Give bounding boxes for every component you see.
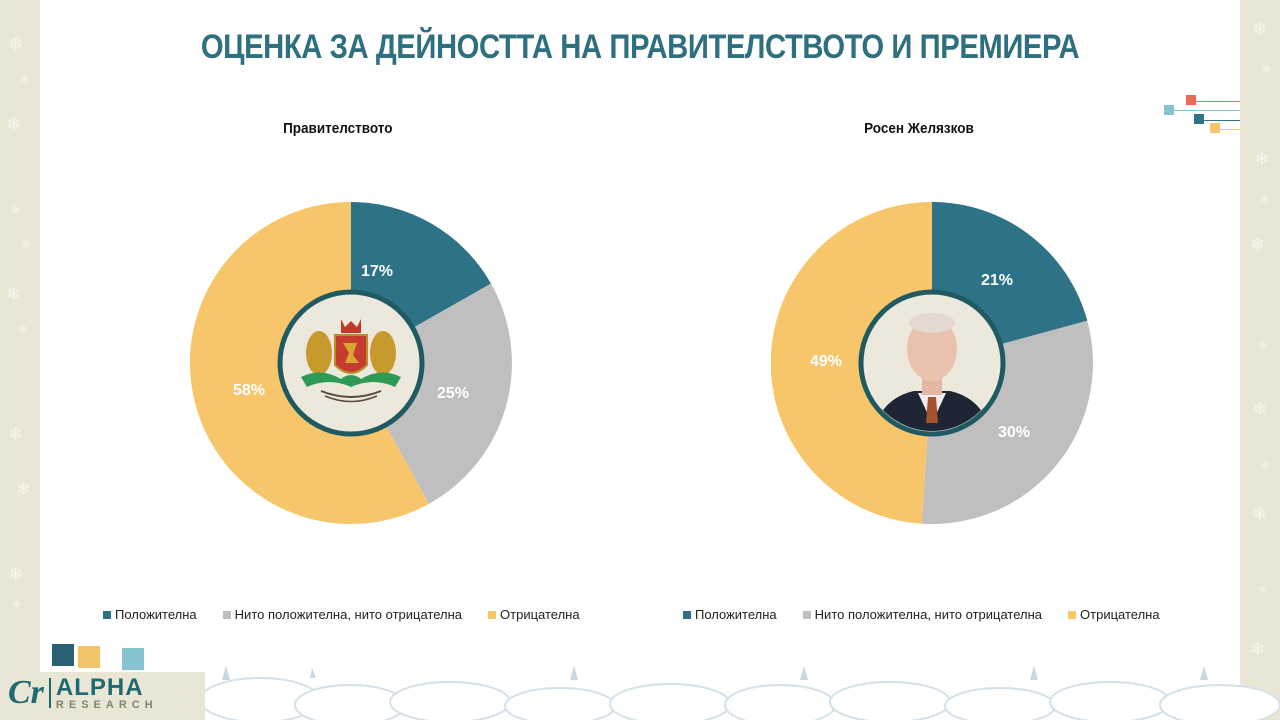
snowflake-icon: ❄: [10, 204, 21, 218]
label-positive: 21%: [981, 272, 1013, 289]
gift-icon: [78, 646, 100, 668]
legend-label: Отрицателна: [500, 607, 580, 622]
snowflake-icon: ❄: [16, 479, 32, 499]
snowflake-icon: ❄: [1260, 194, 1270, 206]
snowflake-icon: ❄: [1250, 234, 1266, 254]
snowflake-icon: ❄: [1260, 459, 1271, 473]
legend-swatch: [683, 610, 691, 619]
logo-subtitle: RESEARCH: [55, 698, 158, 711]
legend-label: Отрицателна: [1080, 607, 1160, 622]
legend-swatch: [1068, 610, 1077, 619]
logo-divider: [48, 678, 51, 708]
page-title: ОЦЕНКА ЗА ДЕЙНОСТТА НА ПРАВИТЕЛСТВОТО И …: [200, 28, 1080, 66]
label-neutral: 30%: [998, 424, 1030, 441]
pie-chart-premier: 21% 30% 49%: [771, 202, 1093, 524]
gift-icon: [122, 648, 144, 670]
chart-title-government: Правителството: [283, 120, 393, 137]
snowflake-icon: ❄: [20, 74, 30, 86]
legend-swatch: [802, 610, 811, 619]
snowflake-icon: ❄: [1252, 504, 1268, 524]
legend-item-neutral: Нито положителна, нито отрицателна: [222, 607, 463, 622]
left-decor-border: ❄ ❄ ❄ ❄ ❄ ❄ ❄ ❄ ❄ ❄ ❄: [0, 0, 40, 720]
legend-item-positive: Положителна: [683, 607, 777, 622]
snowflake-icon: ❄: [6, 284, 22, 304]
logo-name: ALPHA: [55, 673, 144, 701]
snowflake-icon: ❄: [8, 564, 24, 584]
corner-decoration: [1160, 92, 1240, 137]
snowflake-icon: ❄: [8, 424, 24, 444]
snowflake-icon: ❄: [22, 239, 32, 251]
snowflake-icon: ❄: [8, 34, 24, 54]
portrait-icon: [872, 313, 992, 431]
snowflake-icon: ❄: [18, 324, 28, 336]
snowflake-icon: ❄: [1252, 399, 1268, 419]
legend-swatch: [103, 610, 111, 619]
legend-label: Нито положителна, нито отрицателна: [814, 607, 1043, 622]
logo-background: [0, 672, 205, 720]
legend-swatch: [488, 610, 497, 619]
legend-government: Положителна Нито положителна, нито отриц…: [103, 607, 580, 622]
snowflake-icon: ❄: [1250, 639, 1266, 659]
chart-title-premier: Росен Желязков: [864, 120, 974, 137]
legend-swatch: [222, 610, 231, 619]
label-neutral: 25%: [437, 385, 469, 402]
label-negative: 58%: [233, 382, 265, 399]
snowflake-icon: ❄: [1254, 149, 1270, 169]
legend-item-positive: Положителна: [103, 607, 197, 622]
snowflake-icon: ❄: [1252, 19, 1268, 39]
snowflake-icon: ❄: [6, 114, 22, 134]
legend-item-neutral: Нито положителна, нито отрицателна: [802, 607, 1043, 622]
legend-label: Нито положителна, нито отрицателна: [234, 607, 463, 622]
legend-item-negative: Отрицателна: [1068, 607, 1160, 622]
legend-premier: Положителна Нито положителна, нито отриц…: [683, 607, 1160, 622]
slice-neutral: [351, 283, 512, 504]
snowflake-icon: ❄: [12, 599, 22, 611]
pie-chart-government: 17% 25% 58%: [190, 202, 512, 524]
snow-decoration: [200, 666, 1280, 720]
right-decor-border: ❄ ❄ ❄ ❄ ❄ ❄ ❄ ❄ ❄ ❄ ❄: [1240, 0, 1280, 720]
legend-label: Положителна: [115, 607, 197, 622]
gift-icon: [52, 644, 74, 666]
logo-mark: Cr: [8, 674, 44, 711]
alpha-research-logo: Cr ALPHA RESEARCH: [8, 674, 158, 712]
legend-item-negative: Отрицателна: [488, 607, 580, 622]
slice-negative: [771, 202, 932, 524]
legend-label: Положителна: [695, 607, 777, 622]
snowflake-icon: ❄: [1258, 584, 1268, 596]
snowflake-icon: ❄: [1262, 64, 1272, 76]
coat-of-arms-icon: [301, 319, 401, 403]
label-negative: 49%: [810, 353, 842, 370]
snowflake-icon: ❄: [1258, 339, 1269, 353]
label-positive: 17%: [361, 263, 393, 280]
